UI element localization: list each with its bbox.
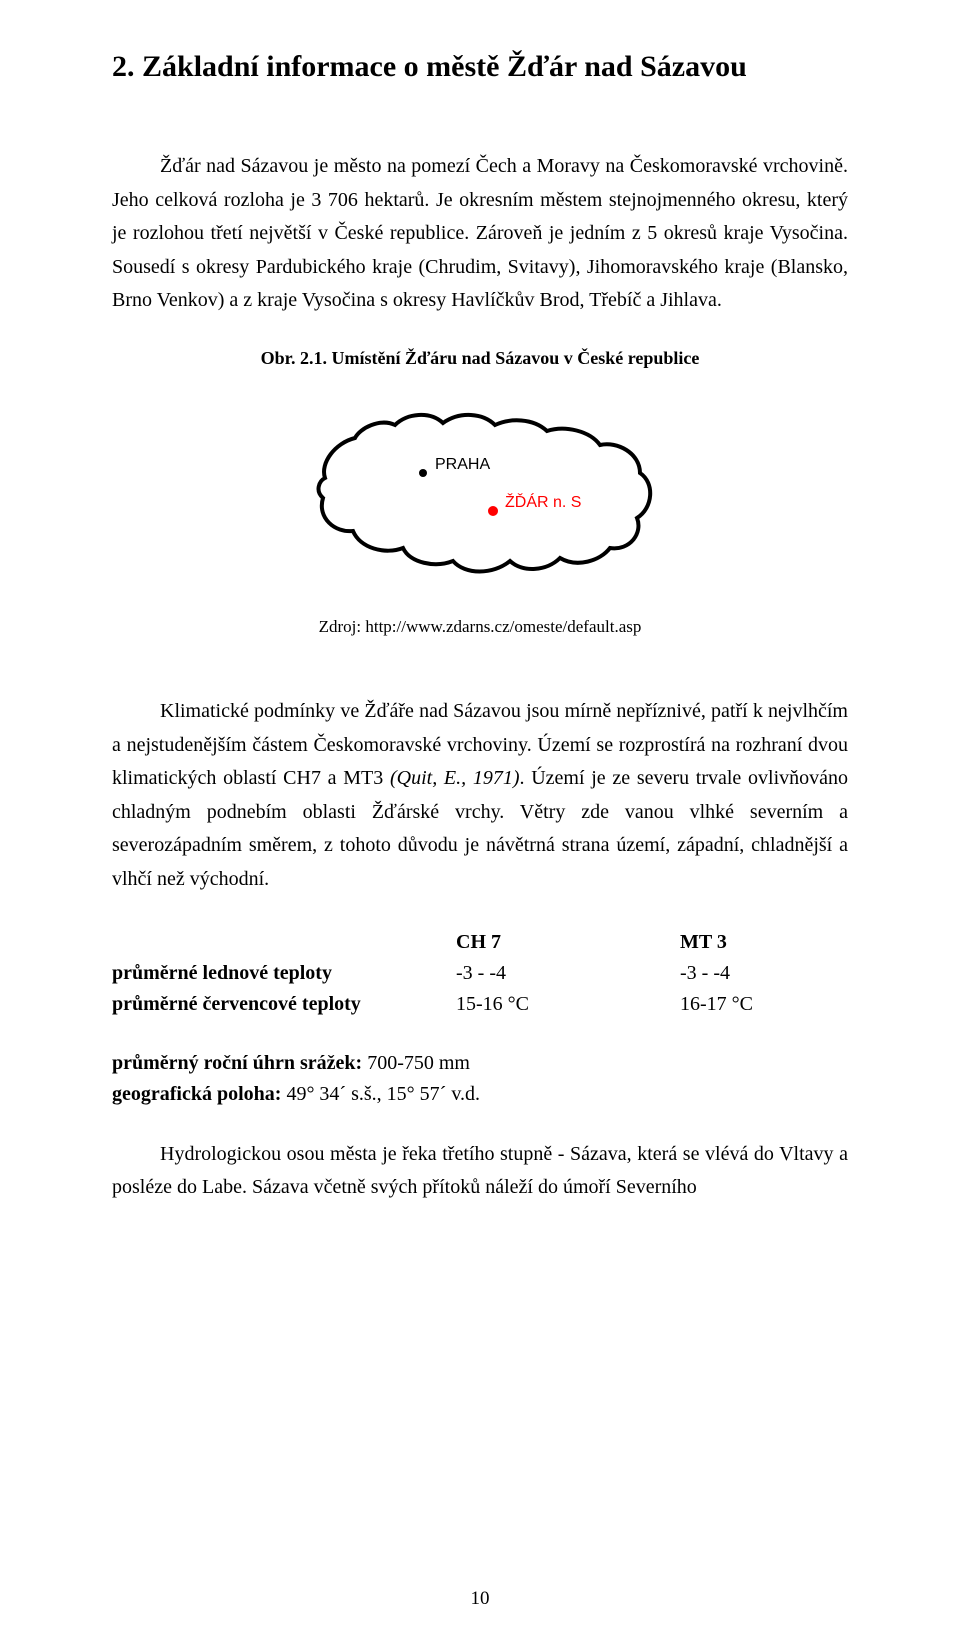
map-label-praha: PRAHA bbox=[435, 456, 490, 473]
geo-row: geografická poloha: 49° 34´ s.š., 15° 57… bbox=[112, 1079, 848, 1110]
paragraph-3: Hydrologickou osou města je řeka třetího… bbox=[112, 1138, 848, 1205]
paragraph-1-text: Žďár nad Sázavou je město na pomezí Čech… bbox=[112, 155, 848, 311]
rain-value: 700-750 mm bbox=[362, 1052, 470, 1074]
row-label-jul: průměrné červencové teploty bbox=[112, 989, 456, 1020]
row-jan-ch7: -3 - -4 bbox=[456, 958, 680, 989]
rain-row: průměrný roční úhrn srážek: 700-750 mm bbox=[112, 1048, 848, 1079]
page-number: 10 bbox=[0, 1588, 960, 1610]
rain-label: průměrný roční úhrn srážek: bbox=[112, 1052, 362, 1074]
paragraph-3-text: Hydrologickou osou města je řeka třetího… bbox=[112, 1143, 848, 1199]
map-svg: PRAHA ŽĎÁR n. S bbox=[295, 383, 665, 593]
row-jul-ch7: 15-16 °C bbox=[456, 989, 680, 1020]
table-row-head: CH 7 MT 3 bbox=[112, 927, 848, 958]
map-label-zdar: ŽĎÁR n. S bbox=[505, 492, 581, 511]
paragraph-2-citation: (Quit, E., 1971) bbox=[390, 767, 520, 789]
map-figure: PRAHA ŽĎÁR n. S bbox=[112, 383, 848, 593]
figure-caption: Obr. 2.1. Umístění Žďáru nad Sázavou v Č… bbox=[112, 348, 848, 369]
geo-label: geografická poloha: bbox=[112, 1083, 281, 1105]
praha-dot-icon bbox=[419, 469, 427, 477]
extra-info: průměrný roční úhrn srážek: 700-750 mm g… bbox=[112, 1048, 848, 1110]
climate-table: CH 7 MT 3 průměrné lednové teploty -3 - … bbox=[112, 927, 848, 1020]
paragraph-2: Klimatické podmínky ve Žďáře nad Sázavou… bbox=[112, 695, 848, 897]
paragraph-1: Žďár nad Sázavou je město na pomezí Čech… bbox=[112, 150, 848, 318]
figure-source: Zdroj: http://www.zdarns.cz/omeste/defau… bbox=[112, 617, 848, 637]
table-row: průměrné lednové teploty -3 - -4 -3 - -4 bbox=[112, 958, 848, 989]
table-head-mt3: MT 3 bbox=[680, 927, 840, 958]
table-head-blank bbox=[112, 927, 456, 958]
row-label-jan: průměrné lednové teploty bbox=[112, 958, 456, 989]
row-jan-mt3: -3 - -4 bbox=[680, 958, 840, 989]
zdar-dot-icon bbox=[488, 506, 498, 516]
geo-value: 49° 34´ s.š., 15° 57´ v.d. bbox=[281, 1083, 480, 1105]
section-heading: 2. Základní informace o městě Žďár nad S… bbox=[112, 50, 848, 84]
table-head-ch7: CH 7 bbox=[456, 927, 680, 958]
row-jul-mt3: 16-17 °C bbox=[680, 989, 840, 1020]
table-row: průměrné červencové teploty 15-16 °C 16-… bbox=[112, 989, 848, 1020]
